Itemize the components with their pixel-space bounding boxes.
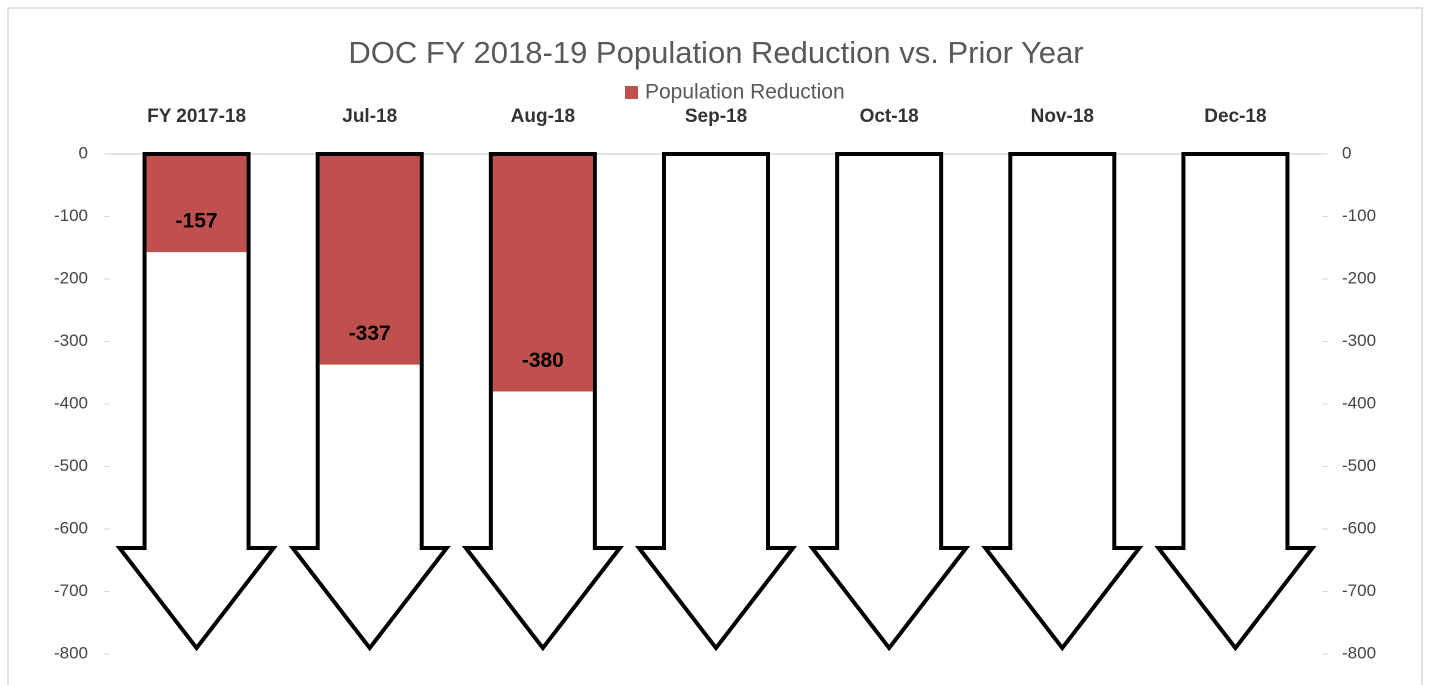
data-label: -157 <box>176 210 218 233</box>
x-tick-label: Dec-18 <box>1204 106 1266 127</box>
y-tick-label: -400 <box>54 393 88 412</box>
y-tick-label: -500 <box>54 456 88 475</box>
y2-tick-label: -200 <box>1342 268 1376 287</box>
arrow-outline <box>288 152 451 652</box>
data-label: -337 <box>349 322 391 345</box>
y-tick-label: -200 <box>54 268 88 287</box>
y2-tick-label: -700 <box>1342 581 1376 600</box>
bar <box>492 154 593 392</box>
y2-tick-label: -400 <box>1342 393 1376 412</box>
y2-tick-label: -300 <box>1342 331 1376 350</box>
legend-swatch <box>625 86 638 99</box>
y2-tick-label: -500 <box>1342 456 1376 475</box>
x-tick-label: Oct-18 <box>860 106 919 127</box>
y-tick-label: -300 <box>54 331 88 350</box>
arrow-outline <box>981 152 1144 652</box>
x-tick-label: Sep-18 <box>685 106 747 127</box>
y-tick-label: -600 <box>54 518 88 537</box>
arrow-outline <box>808 152 971 652</box>
bar <box>146 154 247 253</box>
y-tick-label: -100 <box>54 206 88 225</box>
arrow-outline <box>1154 152 1317 652</box>
y2-tick-label: 0 <box>1342 143 1351 162</box>
x-tick-label: Aug-18 <box>511 106 575 127</box>
arrow-outline <box>461 152 624 652</box>
chart-title: DOC FY 2018-19 Population Reduction vs. … <box>348 35 1083 70</box>
x-tick-label: FY 2017-18 <box>147 106 246 127</box>
y-tick-label: -800 <box>54 643 88 662</box>
arrow-outline <box>115 152 278 652</box>
bar <box>319 154 420 365</box>
arrow-outline <box>634 152 798 652</box>
data-label: -380 <box>522 349 564 372</box>
y2-tick-label: -100 <box>1342 206 1376 225</box>
x-tick-label: Nov-18 <box>1031 106 1094 127</box>
y2-tick-label: -600 <box>1342 518 1376 537</box>
chart-border <box>7 7 1423 685</box>
y2-tick-label: -800 <box>1342 643 1376 662</box>
legend-label: Population Reduction <box>645 81 845 104</box>
x-tick-label: Jul-18 <box>342 106 397 127</box>
y-tick-label: 0 <box>79 143 88 162</box>
y-tick-label: -700 <box>54 581 88 600</box>
